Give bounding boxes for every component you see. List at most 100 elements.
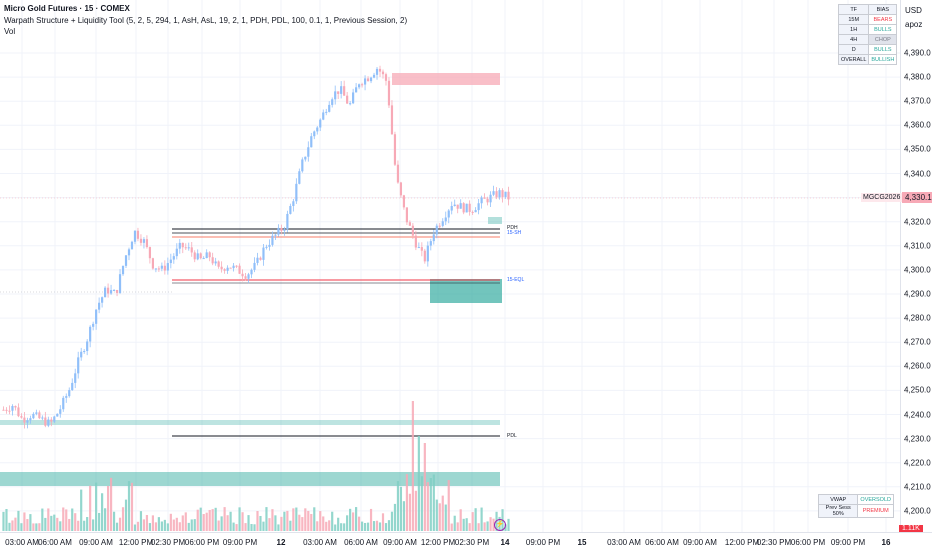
candle-body xyxy=(56,413,59,417)
volume-bar xyxy=(265,507,268,531)
volume-bar xyxy=(65,509,68,531)
candle-body xyxy=(232,265,235,269)
volume-bar xyxy=(181,515,184,531)
volume-bar xyxy=(441,495,444,531)
chart-title[interactable]: Micro Gold Futures · 15 · COMEX xyxy=(4,4,130,13)
volume-bar xyxy=(112,511,116,531)
candle-body xyxy=(59,409,62,414)
demand-zone xyxy=(0,472,500,486)
volume-bar xyxy=(352,512,355,531)
candle-body xyxy=(304,156,307,160)
volume-bar xyxy=(408,493,411,531)
volume-bar xyxy=(77,520,80,531)
candle-body xyxy=(495,191,498,198)
candle-body xyxy=(32,413,35,419)
candle-body xyxy=(8,410,11,412)
currency-label[interactable]: USD xyxy=(905,6,922,15)
candle-body xyxy=(62,397,65,410)
volume-bar xyxy=(268,518,271,531)
price-tick: 4,290.0 xyxy=(904,289,931,299)
tradingview-logo-icon[interactable]: ⚡ xyxy=(494,519,506,531)
time-tick: 06:00 AM xyxy=(344,538,378,547)
volume-bar xyxy=(104,508,107,531)
candle-body xyxy=(501,190,504,197)
candle-body xyxy=(80,351,83,358)
volume-bar xyxy=(507,518,510,531)
price-tick: 4,250.0 xyxy=(904,385,931,395)
candle-body xyxy=(295,183,298,202)
volume-bar xyxy=(98,512,101,531)
candle-body xyxy=(426,245,429,262)
price-tick: 4,260.0 xyxy=(904,361,931,371)
candle-body xyxy=(259,257,262,260)
volume-bar xyxy=(277,524,280,531)
vwap-value: OVERSOLD xyxy=(857,494,894,505)
time-axis[interactable]: 03:00 AM 06:00 AM 09:00 AM 12:00 PM 02:30 PM… xyxy=(0,532,932,551)
price-axis[interactable]: 4,390.0 4,380.0 4,370.0 4,360.0 4,350.0 4,340… xyxy=(900,0,932,532)
candle-body xyxy=(136,230,140,239)
volume-bar xyxy=(190,519,193,531)
indicator-legend[interactable]: Warpath Structure + Liquidity Tool (5, 2… xyxy=(4,16,408,25)
volume-bar xyxy=(393,503,397,531)
candle-body xyxy=(205,252,208,259)
volume-bar xyxy=(17,510,20,531)
volume-bar xyxy=(74,513,77,531)
volume-bar xyxy=(301,517,304,531)
volume-bar xyxy=(92,519,95,531)
price-tick: 4,280.0 xyxy=(904,313,931,323)
candle-body xyxy=(358,84,361,88)
time-tick: 14 xyxy=(500,538,510,547)
time-tick: 09:00 PM xyxy=(525,538,561,547)
volume-bar xyxy=(274,515,277,531)
volume-bar xyxy=(241,512,244,531)
candle-body xyxy=(283,229,286,231)
volume-bar xyxy=(468,523,471,531)
candle-body xyxy=(5,409,8,411)
volume-bar xyxy=(447,480,450,531)
candle-body xyxy=(423,250,426,262)
volume-bar xyxy=(220,516,223,531)
time-tick: 16 xyxy=(881,538,891,547)
volume-legend[interactable]: Vol xyxy=(4,27,16,36)
candle-body xyxy=(399,182,403,196)
candle-body xyxy=(459,203,462,209)
volume-bar xyxy=(340,523,343,531)
time-tick: 09:00 AM xyxy=(683,538,717,547)
price-tick: 4,220.0 xyxy=(904,458,931,468)
volume-bar xyxy=(387,520,391,531)
candle-body xyxy=(214,261,217,264)
volume-bar xyxy=(80,489,83,531)
candle-body xyxy=(44,417,47,426)
candle-body xyxy=(393,134,397,165)
candle-body xyxy=(363,78,367,85)
volume-bar xyxy=(229,511,232,531)
volume-bar xyxy=(83,520,86,531)
volume-bar xyxy=(89,485,92,531)
volume-bar xyxy=(363,522,367,531)
volume-bar xyxy=(208,509,211,531)
candle-body xyxy=(411,225,414,236)
volume-bar xyxy=(304,508,307,531)
candle-body xyxy=(160,265,163,269)
bias-header-bias: BIAS xyxy=(868,4,898,15)
candle-body xyxy=(127,249,131,256)
candle-body xyxy=(480,197,483,204)
volume-bar xyxy=(253,524,256,531)
candle-body xyxy=(453,204,456,206)
volume-bar xyxy=(486,521,489,531)
volume-bar xyxy=(310,513,313,531)
price-chart[interactable] xyxy=(0,0,900,532)
candle-body xyxy=(101,297,104,303)
volume-bar xyxy=(316,521,319,531)
volume-bar xyxy=(20,523,23,531)
volume-bar xyxy=(480,507,483,531)
candle-body xyxy=(118,274,122,293)
candle-body xyxy=(163,265,166,271)
volume-bar xyxy=(375,520,379,531)
price-tick: 4,200.0 xyxy=(904,506,931,516)
volume-bar xyxy=(226,515,229,531)
volume-bar xyxy=(148,523,152,531)
volume-bar xyxy=(86,517,89,531)
pdh-label: PDH xyxy=(507,225,518,231)
candle-body xyxy=(229,267,232,269)
